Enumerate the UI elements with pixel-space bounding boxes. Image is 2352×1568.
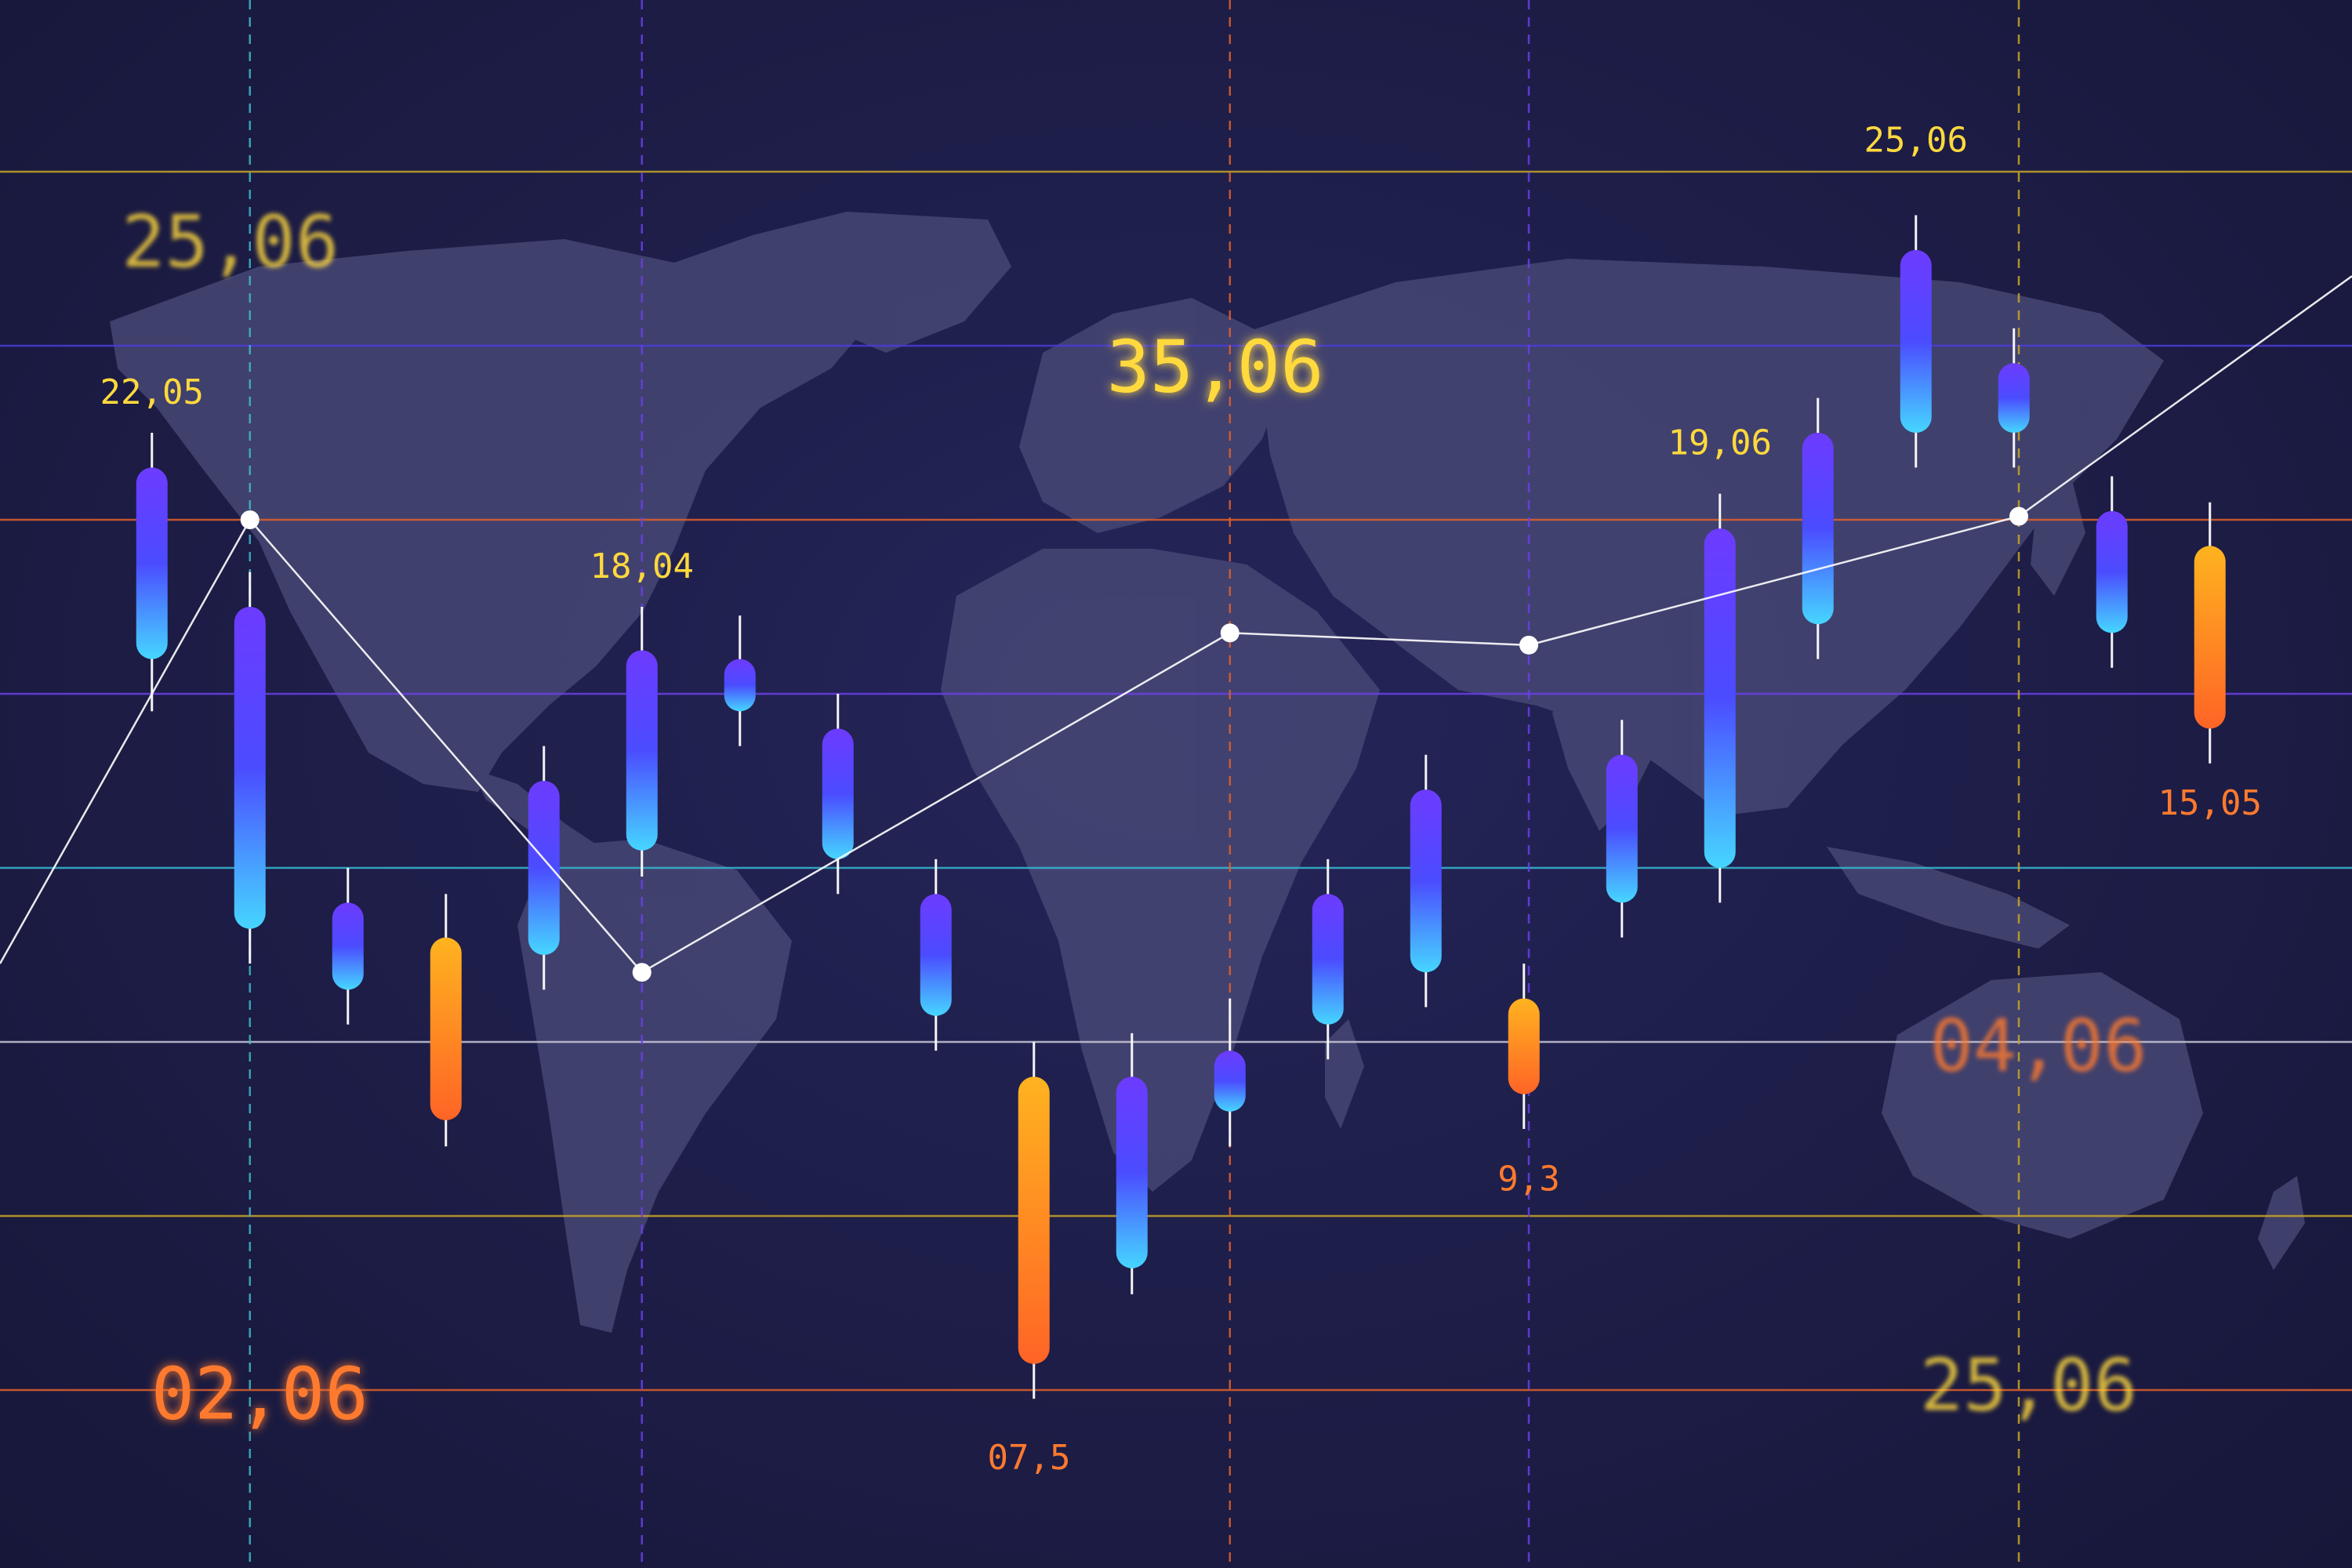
candle — [136, 433, 168, 712]
candle — [1312, 858, 1344, 1060]
candle-body — [1606, 754, 1638, 903]
candles — [136, 215, 2226, 1399]
map-southeast-asia — [1827, 847, 2070, 949]
candle — [1214, 998, 1246, 1147]
trend-point — [1519, 635, 1538, 655]
candle-body — [2194, 546, 2226, 729]
vertical-markers — [249, 0, 2020, 1568]
candle — [2194, 502, 2226, 764]
candle — [1116, 1033, 1148, 1294]
candle-body — [1508, 998, 1540, 1094]
candle-body — [136, 467, 168, 659]
candle-body — [1998, 363, 2030, 433]
candle — [1606, 720, 1638, 938]
trend-point — [632, 963, 652, 982]
candle — [2096, 476, 2128, 668]
candle-body — [1018, 1076, 1050, 1364]
candle-body — [528, 781, 560, 955]
map-greenland — [753, 212, 1011, 353]
candle — [1900, 215, 1932, 468]
candle-body — [1802, 433, 1834, 625]
candle-body — [724, 659, 756, 712]
candle-body — [1116, 1076, 1148, 1269]
map-japan — [2031, 470, 2085, 596]
candle — [1508, 964, 1540, 1129]
candle — [234, 572, 266, 964]
candle — [1998, 328, 2030, 468]
map-australia — [1882, 972, 2203, 1239]
candle — [332, 868, 364, 1025]
candle-body — [1214, 1051, 1246, 1112]
annotation-label: 25,06 — [1864, 120, 1968, 160]
trend-line-group — [0, 275, 2352, 982]
candle — [430, 894, 462, 1147]
annotation-label: 35,06 — [1107, 325, 1324, 409]
annotation-label: 07,5 — [988, 1438, 1071, 1478]
annotation-label: 18,04 — [590, 546, 694, 586]
trend-point — [240, 510, 260, 529]
candle — [1410, 754, 1442, 1007]
annotation-label: 25,06 — [1920, 1343, 2137, 1427]
trend-point — [2009, 506, 2028, 526]
candle — [528, 746, 560, 990]
candle-body — [1900, 249, 1932, 433]
map-south-america — [517, 839, 792, 1333]
candle-body — [626, 650, 658, 851]
trend-point — [1220, 623, 1240, 643]
horizontal-gridlines — [0, 170, 2352, 1392]
candle-body — [234, 607, 266, 929]
candle-body — [920, 894, 952, 1016]
candle — [1802, 397, 1834, 659]
map-africa — [941, 549, 1380, 1192]
annotation-label: 04,06 — [1930, 1004, 2147, 1087]
candle-body — [2096, 510, 2128, 633]
annotation-label: 22,05 — [100, 372, 204, 412]
map-madagascar — [1325, 1019, 1364, 1129]
map-new-zealand — [2258, 1176, 2305, 1270]
candle — [724, 615, 756, 746]
map-europe — [1019, 298, 1286, 533]
candle — [1018, 1042, 1050, 1399]
annotation-label: 19,06 — [1668, 423, 1772, 463]
annotation-label: 15,05 — [2158, 783, 2262, 823]
annotation-label: 25,06 — [122, 200, 339, 284]
candle-body — [1410, 789, 1442, 973]
candle — [1704, 493, 1736, 903]
candle-body — [822, 728, 854, 859]
candle — [626, 607, 658, 877]
map-north-america — [110, 235, 878, 792]
annotation-label: 02,06 — [151, 1352, 368, 1436]
candle-body — [430, 937, 462, 1120]
candle-body — [1704, 528, 1736, 868]
candle — [920, 858, 952, 1051]
candle-body — [332, 902, 364, 990]
candle-body — [1312, 894, 1344, 1025]
candle — [822, 694, 854, 895]
annotation-label: 9,3 — [1497, 1160, 1559, 1200]
annotation-labels: 22,05 18,04 19,06 25,06 15,05 9,3 07,5 25,06 35,… — [100, 120, 2262, 1478]
